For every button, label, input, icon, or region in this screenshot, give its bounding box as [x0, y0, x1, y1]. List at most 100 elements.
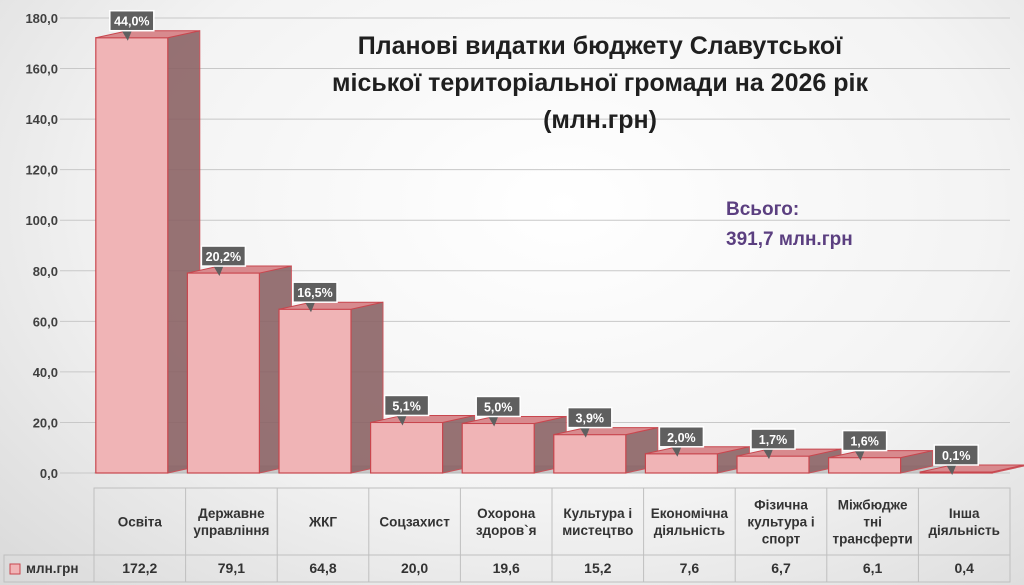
bar-front [827, 456, 902, 474]
y-tick-label: 0,0 [40, 466, 58, 481]
category-label: Економічна [651, 506, 729, 521]
bar [827, 449, 934, 474]
category-label: діяльність [928, 523, 999, 538]
share-callout-box [109, 9, 155, 32]
bar-top [736, 448, 842, 457]
share-callout-box [567, 406, 613, 429]
value-label: 64,8 [309, 560, 336, 576]
share-callout-box [475, 395, 521, 418]
y-tick-label: 20,0 [33, 415, 58, 430]
bar-top [278, 301, 384, 310]
share-label: 2,0% [667, 431, 696, 445]
share-callout-box [933, 444, 979, 466]
share-callout-box [292, 281, 338, 303]
share-callout-box [658, 426, 705, 448]
share-label: 5,1% [392, 399, 421, 413]
bar [461, 415, 567, 474]
share-callout-pointer [854, 450, 865, 461]
category-label: Культура і [563, 506, 632, 521]
y-tick-label: 100,0 [25, 213, 58, 228]
bar-top [95, 30, 200, 39]
bar-front [553, 433, 627, 474]
category-label: діяльність [654, 523, 725, 538]
bar-front [278, 308, 352, 474]
bar-top [645, 446, 750, 455]
total-label: Всього: [726, 199, 800, 220]
bar-front [186, 272, 260, 474]
share-callout-box [841, 429, 888, 452]
total-value: 391,7 млн.грн [726, 229, 853, 250]
category-label: Державне [198, 506, 265, 521]
share-callout-pointer [488, 416, 499, 427]
share-callout-pointer [396, 415, 407, 426]
share-label: 1,7% [759, 433, 788, 447]
total-annotation: Всього: 391,7 млн.грн [726, 195, 853, 255]
value-label: 6,7 [771, 560, 791, 576]
category-label: управління [193, 523, 269, 538]
value-label: 172,2 [122, 560, 157, 576]
share-label: 0,1% [942, 449, 971, 463]
share-label: 5,0% [484, 400, 513, 414]
bar-front [370, 421, 444, 474]
bar-front [461, 422, 535, 474]
bar [186, 265, 292, 474]
category-label: трансферти [833, 532, 913, 547]
category-label: Охорона [477, 506, 536, 521]
category-label: культура і [747, 515, 814, 530]
bar-top [553, 427, 658, 436]
legend-series-name: млн.грн [26, 561, 79, 576]
share-callout-pointer [579, 427, 590, 438]
value-label: 0,4 [954, 560, 974, 576]
chart-title: Планові видатки бюджету Славутської місь… [270, 28, 930, 139]
y-tick-label: 40,0 [33, 365, 58, 380]
bar-top [462, 415, 567, 424]
value-label: 79,1 [218, 560, 245, 576]
share-callout-pointer [305, 302, 315, 313]
value-label: 15,2 [584, 560, 611, 576]
y-tick-label: 180,0 [25, 11, 58, 26]
category-label: Соцзахист [379, 515, 450, 530]
bar [736, 448, 842, 474]
category-label: ЖКГ [308, 515, 337, 530]
category-label: Фізична [754, 498, 808, 513]
bar-top [828, 450, 933, 459]
bar-top [187, 265, 292, 274]
chart-title-line: міської територіальної громади на 2026 р… [332, 69, 868, 97]
bar-top [920, 464, 1024, 473]
bar [553, 426, 659, 474]
category-label: Освіта [118, 515, 163, 530]
y-tick-label: 120,0 [25, 163, 58, 178]
bar [644, 446, 750, 474]
y-tick-label: 60,0 [33, 314, 58, 329]
bar-front [736, 455, 810, 474]
y-tick-label: 140,0 [25, 112, 58, 127]
share-callout-box [200, 245, 247, 267]
category-label: тні [863, 515, 882, 530]
bar-front [644, 453, 719, 474]
legend-key [9, 563, 21, 575]
share-label: 44,0% [114, 15, 149, 29]
category-label: мистецтво [562, 523, 633, 538]
category-label: Інша [949, 506, 980, 521]
share-label: 20,2% [206, 250, 241, 264]
category-label: спорт [762, 532, 801, 547]
share-label: 3,9% [576, 412, 605, 426]
y-tick-label: 80,0 [33, 264, 58, 279]
value-label: 20,0 [401, 560, 428, 576]
bar-top [370, 414, 475, 423]
bar [278, 301, 384, 474]
share-callout-pointer [121, 30, 132, 41]
share-callout-box [383, 394, 430, 417]
share-callout-pointer [763, 449, 773, 460]
chart-title-line: Планові видатки бюджету Славутської [357, 32, 843, 60]
value-label: 7,6 [680, 560, 700, 576]
bar [95, 30, 201, 474]
bar [370, 414, 476, 474]
y-tick-label: 160,0 [25, 62, 58, 77]
bar [919, 464, 1024, 474]
value-label: 19,6 [493, 560, 520, 576]
share-callout-pointer [671, 446, 682, 457]
share-callout-box [750, 428, 796, 450]
